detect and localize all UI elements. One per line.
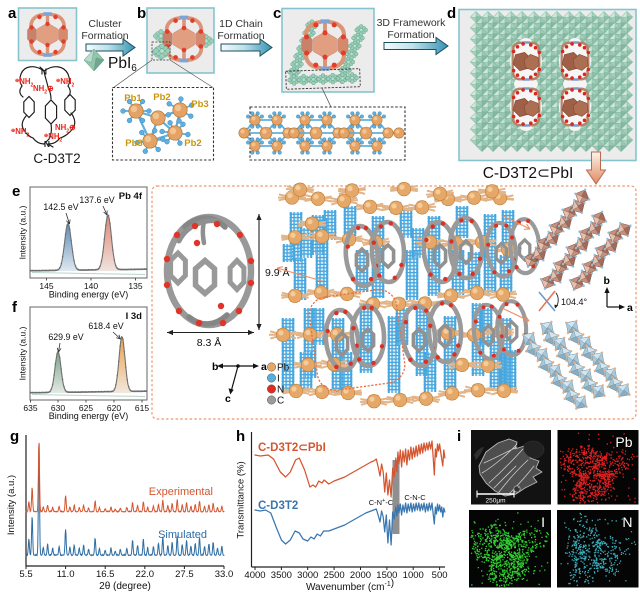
svg-text:NH2⊕: NH2⊕ bbox=[33, 84, 54, 96]
svg-text:NH2⊕: NH2⊕ bbox=[55, 123, 76, 135]
svg-text:615: 615 bbox=[135, 403, 149, 413]
svg-text:Pb: Pb bbox=[615, 434, 632, 450]
svg-text:i: i bbox=[457, 428, 461, 445]
svg-text:b: b bbox=[604, 275, 610, 287]
svg-text:137.6 eV: 137.6 eV bbox=[79, 195, 114, 205]
svg-text:C: C bbox=[277, 396, 284, 407]
svg-text:145: 145 bbox=[39, 281, 53, 291]
svg-text:⊕NH2: ⊕NH2 bbox=[15, 77, 33, 89]
svg-text:⊕NH2: ⊕NH2 bbox=[11, 127, 29, 139]
svg-text:5.5: 5.5 bbox=[19, 569, 32, 580]
svg-text:g: g bbox=[10, 428, 19, 445]
svg-text:⊕NH2: ⊕NH2 bbox=[44, 132, 62, 144]
svg-text:625: 625 bbox=[79, 403, 93, 413]
svg-text:618.4 eV: 618.4 eV bbox=[88, 321, 123, 331]
svg-text:Pb2: Pb2 bbox=[153, 92, 170, 103]
svg-text:1000: 1000 bbox=[403, 570, 424, 581]
svg-text:Pb3: Pb3 bbox=[125, 138, 142, 149]
svg-text:140: 140 bbox=[84, 281, 98, 291]
svg-text:N: N bbox=[41, 67, 47, 77]
svg-text:⊕NH2: ⊕NH2 bbox=[56, 77, 74, 89]
svg-text:a: a bbox=[627, 302, 633, 314]
svg-text:104.4°: 104.4° bbox=[561, 297, 588, 307]
svg-text:Pb 4f: Pb 4f bbox=[119, 191, 143, 202]
svg-text:9.9 Å: 9.9 Å bbox=[265, 266, 290, 279]
svg-text:e: e bbox=[12, 183, 20, 200]
svg-text:Pb1: Pb1 bbox=[124, 93, 142, 104]
svg-text:C-N+-C: C-N+-C bbox=[369, 498, 394, 507]
svg-text:1500: 1500 bbox=[376, 570, 397, 581]
svg-text:Simulated: Simulated bbox=[158, 529, 207, 541]
svg-text:N: N bbox=[622, 514, 632, 530]
svg-text:C-D3T2⊂PbI: C-D3T2⊂PbI bbox=[258, 442, 326, 454]
svg-text:27.5: 27.5 bbox=[175, 569, 194, 580]
svg-text:b: b bbox=[212, 361, 218, 373]
svg-text:500: 500 bbox=[432, 570, 448, 581]
svg-text:142.5 eV: 142.5 eV bbox=[43, 202, 78, 212]
svg-text:Pb: Pb bbox=[277, 363, 290, 374]
svg-text:Transmittance (%): Transmittance (%) bbox=[236, 461, 247, 538]
svg-text:Binding energy (eV): Binding energy (eV) bbox=[49, 290, 129, 300]
svg-text:h: h bbox=[236, 428, 245, 445]
svg-text:Pb3: Pb3 bbox=[191, 99, 208, 110]
svg-text:C-D3T2: C-D3T2 bbox=[33, 151, 80, 166]
svg-text:11.0: 11.0 bbox=[57, 569, 75, 580]
svg-text:4000: 4000 bbox=[244, 570, 265, 581]
svg-text:Intensity (a.u.): Intensity (a.u.) bbox=[18, 205, 28, 259]
svg-text:I 3d: I 3d bbox=[126, 311, 143, 322]
svg-text:635: 635 bbox=[23, 403, 37, 413]
svg-text:c: c bbox=[225, 393, 231, 405]
svg-text:N: N bbox=[44, 139, 50, 149]
svg-text:3000: 3000 bbox=[297, 570, 318, 581]
svg-text:135: 135 bbox=[128, 281, 142, 291]
svg-text:2500: 2500 bbox=[324, 570, 345, 581]
svg-text:630: 630 bbox=[51, 403, 65, 413]
svg-text:C-N-C: C-N-C bbox=[404, 493, 426, 502]
svg-text:b: b bbox=[137, 5, 146, 22]
svg-text:c: c bbox=[273, 5, 281, 22]
svg-text:Cluster: Cluster bbox=[88, 18, 122, 30]
svg-text:Formation: Formation bbox=[81, 30, 128, 42]
svg-text:Experimental: Experimental bbox=[149, 486, 213, 498]
svg-text:d: d bbox=[447, 5, 456, 22]
svg-text:3500: 3500 bbox=[271, 570, 292, 581]
svg-text:Binding energy (eV): Binding energy (eV) bbox=[49, 411, 129, 421]
svg-text:250μm: 250μm bbox=[485, 498, 505, 505]
svg-text:f: f bbox=[12, 299, 18, 316]
svg-text:Pb2: Pb2 bbox=[184, 138, 201, 149]
svg-text:22.0: 22.0 bbox=[136, 569, 155, 580]
svg-text:33.0: 33.0 bbox=[215, 569, 234, 580]
svg-text:C-D3T2⊂PbI: C-D3T2⊂PbI bbox=[483, 165, 574, 182]
svg-text:Formation: Formation bbox=[217, 30, 264, 42]
svg-text:2θ (degree): 2θ (degree) bbox=[99, 581, 151, 592]
svg-text:8.3 Å: 8.3 Å bbox=[197, 336, 222, 349]
svg-text:16.5: 16.5 bbox=[96, 569, 115, 580]
svg-text:N: N bbox=[277, 385, 284, 396]
svg-text:Intensity (a.u.): Intensity (a.u.) bbox=[6, 475, 17, 535]
svg-text:a: a bbox=[261, 361, 267, 373]
svg-text:PbI6: PbI6 bbox=[108, 55, 137, 74]
svg-text:Wavenumber (cm-1): Wavenumber (cm-1) bbox=[306, 578, 394, 593]
svg-text:I: I bbox=[541, 514, 545, 530]
svg-text:2000: 2000 bbox=[350, 570, 371, 581]
svg-text:620: 620 bbox=[107, 403, 121, 413]
svg-text:3D Framework: 3D Framework bbox=[377, 17, 447, 29]
svg-text:Intensity (a.u.): Intensity (a.u.) bbox=[18, 326, 28, 380]
svg-text:I: I bbox=[277, 374, 280, 385]
svg-text:Formation: Formation bbox=[387, 29, 434, 41]
svg-text:C-D3T2: C-D3T2 bbox=[258, 500, 298, 512]
svg-text:a: a bbox=[8, 5, 17, 22]
svg-text:1D Chain: 1D Chain bbox=[219, 18, 263, 30]
svg-text:629.9 eV: 629.9 eV bbox=[48, 332, 83, 342]
